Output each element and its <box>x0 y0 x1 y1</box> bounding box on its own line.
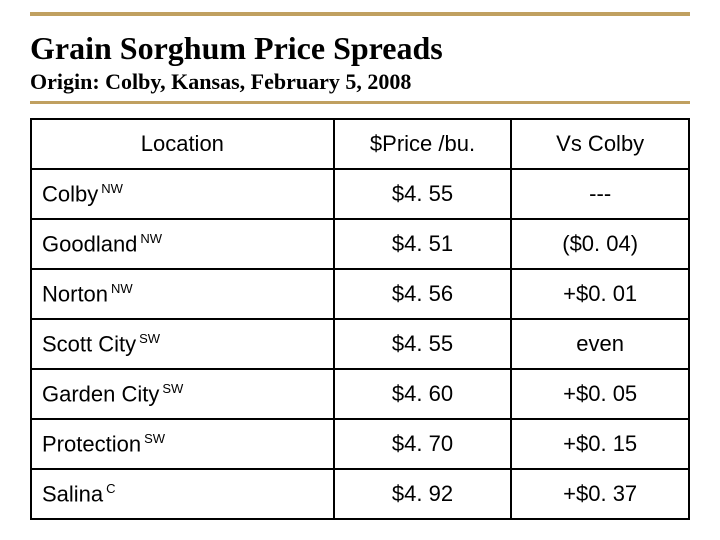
price-cell: $4. 55 <box>334 169 512 219</box>
region-superscript: NW <box>140 231 162 246</box>
location-cell: NortonNW <box>31 269 334 319</box>
table-row: NortonNW$4. 56+$0. 01 <box>31 269 689 319</box>
price-cell: $4. 92 <box>334 469 512 519</box>
location-name: Garden City <box>42 381 159 406</box>
location-cell: Garden CitySW <box>31 369 334 419</box>
region-superscript: SW <box>162 381 183 396</box>
location-name: Protection <box>42 431 141 456</box>
vs-cell: +$0. 37 <box>511 469 689 519</box>
location-cell: ProtectionSW <box>31 419 334 469</box>
location-name: Norton <box>42 281 108 306</box>
location-cell: ColbyNW <box>31 169 334 219</box>
col-header-location: Location <box>31 119 334 169</box>
location-name: Salina <box>42 481 103 506</box>
region-superscript: SW <box>139 331 160 346</box>
location-cell: SalinaC <box>31 469 334 519</box>
location-name: Colby <box>42 181 98 206</box>
region-superscript: C <box>106 481 115 496</box>
location-name: Goodland <box>42 231 137 256</box>
page-subtitle: Origin: Colby, Kansas, February 5, 2008 <box>30 69 690 104</box>
price-cell: $4. 70 <box>334 419 512 469</box>
price-cell: $4. 56 <box>334 269 512 319</box>
vs-cell: +$0. 01 <box>511 269 689 319</box>
location-cell: Scott CitySW <box>31 319 334 369</box>
table-row: GoodlandNW$4. 51($0. 04) <box>31 219 689 269</box>
price-cell: $4. 60 <box>334 369 512 419</box>
region-superscript: NW <box>111 281 133 296</box>
table-row: Garden CitySW$4. 60+$0. 05 <box>31 369 689 419</box>
col-header-vs: Vs Colby <box>511 119 689 169</box>
page-title: Grain Sorghum Price Spreads <box>30 30 690 67</box>
table-row: SalinaC$4. 92+$0. 37 <box>31 469 689 519</box>
vs-cell: +$0. 15 <box>511 419 689 469</box>
table-row: Scott CitySW$4. 55even <box>31 319 689 369</box>
vs-cell: even <box>511 319 689 369</box>
location-name: Scott City <box>42 331 136 356</box>
price-cell: $4. 51 <box>334 219 512 269</box>
table-header-row: Location $Price /bu. Vs Colby <box>31 119 689 169</box>
table-row: ColbyNW$4. 55--- <box>31 169 689 219</box>
region-superscript: NW <box>101 181 123 196</box>
col-header-price: $Price /bu. <box>334 119 512 169</box>
vs-cell: --- <box>511 169 689 219</box>
price-cell: $4. 55 <box>334 319 512 369</box>
vs-cell: ($0. 04) <box>511 219 689 269</box>
region-superscript: SW <box>144 431 165 446</box>
vs-cell: +$0. 05 <box>511 369 689 419</box>
price-table: Location $Price /bu. Vs Colby ColbyNW$4.… <box>30 118 690 520</box>
location-cell: GoodlandNW <box>31 219 334 269</box>
table-row: ProtectionSW$4. 70+$0. 15 <box>31 419 689 469</box>
accent-bar-top <box>30 12 690 16</box>
